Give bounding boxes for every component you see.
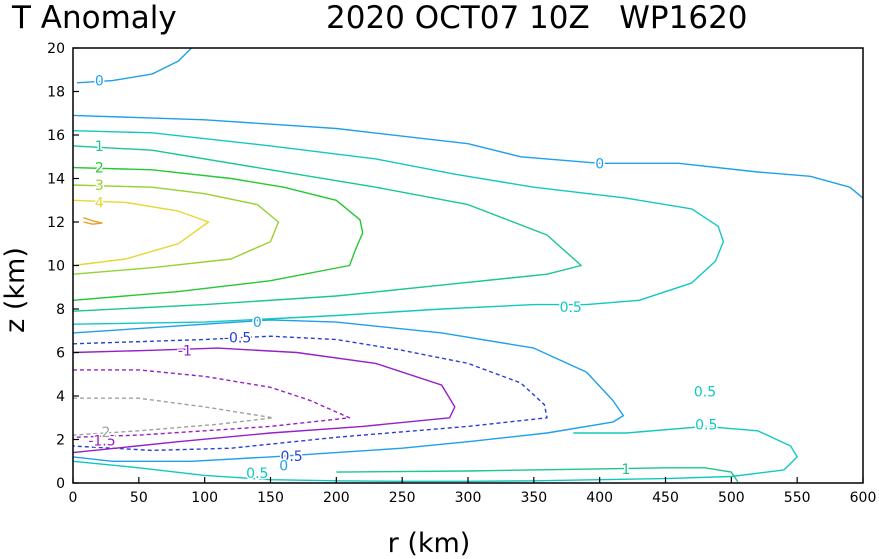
y-tick-label: 0	[56, 476, 65, 492]
y-tick-label: 16	[47, 128, 65, 144]
contour-c-top-zero	[76, 47, 192, 84]
x-tick-label: 500	[718, 490, 745, 506]
contour-c-three	[72, 184, 280, 275]
contour-label-lbl-3: 3	[95, 178, 104, 194]
contour-lines	[72, 47, 864, 483]
contour-c-lower-half	[72, 425, 798, 482]
y-tick-label: 2	[56, 433, 65, 449]
contour-label-lbl-n2: 2	[101, 425, 110, 441]
contour-c-neg-two	[72, 397, 274, 436]
x-tick-label: 400	[586, 490, 613, 506]
x-tick-label: 200	[323, 490, 350, 506]
contour-c-bottom-one	[336, 467, 739, 483]
contour-label-lbl-0-lower: 0	[253, 315, 262, 331]
chart-title-left: T Anomaly	[11, 0, 177, 36]
contour-label-lbl-05-r2: 0.5	[695, 417, 717, 433]
x-tick-label: 100	[191, 490, 218, 506]
contour-c-one	[72, 145, 582, 312]
axis-ticks: 0 50 100 150 200 250 300 350 400 450 500 550 6000246…	[47, 41, 876, 506]
contour-label-lbl-05-mid: 0.5	[560, 300, 582, 316]
contour-c-four	[72, 199, 210, 267]
x-tick-label: 250	[389, 490, 416, 506]
contour-c-neg-one	[72, 347, 456, 454]
y-tick-label: 6	[56, 346, 65, 362]
x-tick-label: 550	[784, 490, 811, 506]
y-tick-label: 18	[47, 85, 65, 101]
x-tick-label: 450	[652, 490, 679, 506]
contour-c-lower-zero	[72, 319, 625, 462]
contour-label-lbl-05-r1: 0.5	[694, 385, 716, 401]
y-tick-label: 8	[56, 302, 65, 318]
contour-c-neg-onehalf	[72, 369, 351, 438]
x-tick-label: 150	[257, 490, 284, 506]
y-tick-label: 12	[47, 215, 65, 231]
contour-label-lbl-n15: -1.5	[88, 434, 115, 450]
contour-label-lbl-1: 1	[95, 139, 104, 155]
contour-c-upper-zero	[72, 114, 864, 199]
x-tick-label: 0	[69, 490, 78, 506]
y-tick-label: 10	[47, 259, 65, 275]
y-tick-label: 4	[56, 389, 65, 405]
x-axis-label: r (km)	[388, 528, 471, 559]
x-tick-label: 300	[455, 490, 482, 506]
contour-label-lbl-2: 2	[95, 161, 104, 177]
contour-c-neg-half	[72, 335, 548, 452]
y-tick-label: 20	[47, 41, 65, 57]
contour-label-lbl-1-b: 1	[622, 462, 631, 478]
chart-title-right: 2020 OCT07 10Z WP1620	[326, 0, 748, 36]
contour-c-upper-half	[72, 130, 725, 325]
contour-c-two	[72, 166, 364, 301]
plot-frame	[72, 47, 864, 484]
x-tick-label: 350	[520, 490, 547, 506]
contour-label-lbl-0-top: 0	[95, 74, 104, 90]
contour-label-lbl-05-b: 0.5	[246, 466, 268, 482]
contour-label-lbl-n1: -1	[178, 343, 192, 359]
contour-c-core	[83, 217, 103, 225]
contour-label-lbl-n05: -0.5	[224, 330, 251, 346]
y-tick-label: 14	[47, 172, 65, 188]
contour-label-lbl-n05-b: 0.5	[280, 449, 302, 465]
x-tick-label: 600	[850, 490, 877, 506]
x-tick-label: 50	[130, 490, 148, 506]
contour-label-lbl-0-upper: 0	[595, 156, 604, 172]
contour-label-lbl-4: 4	[95, 195, 104, 211]
contour-label-lbl-0-b: 0	[279, 459, 288, 475]
y-axis-label: z (km)	[0, 247, 31, 333]
